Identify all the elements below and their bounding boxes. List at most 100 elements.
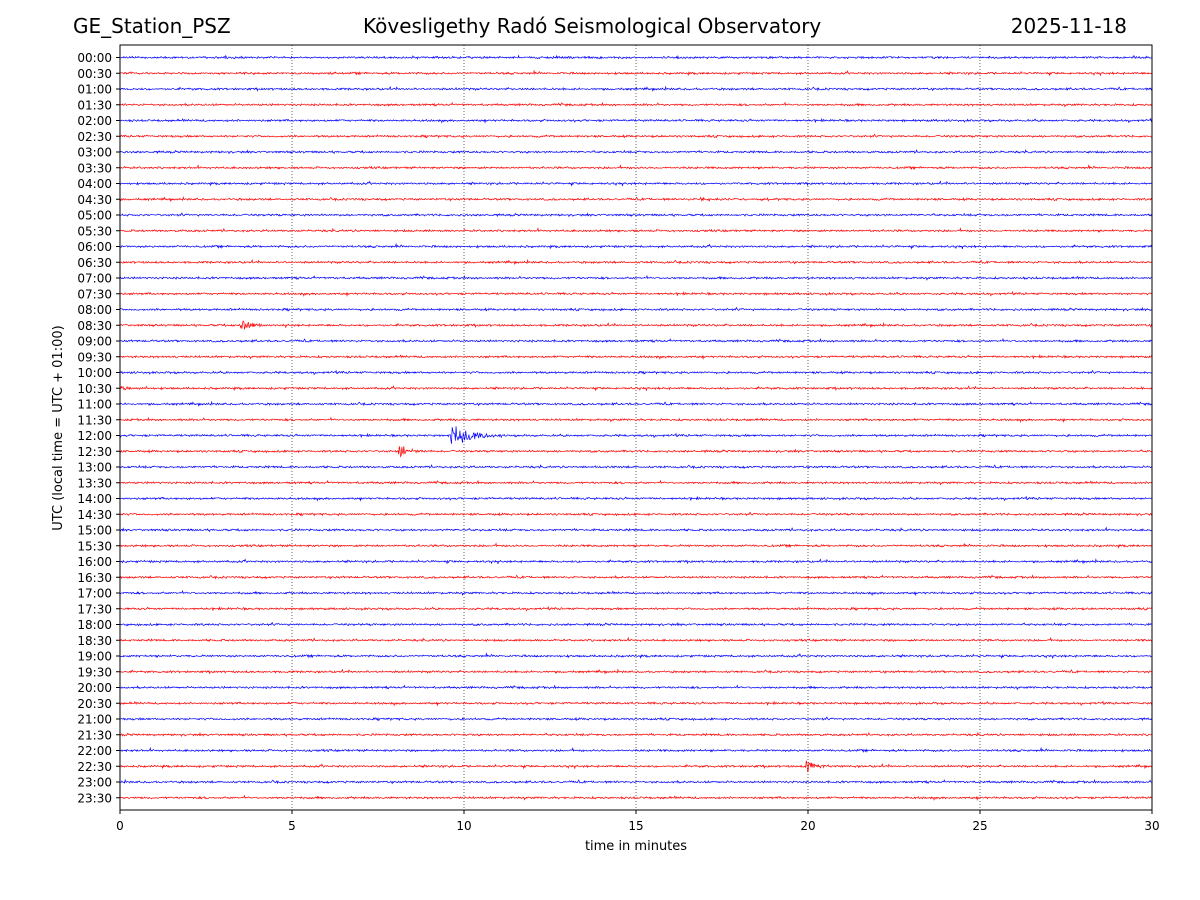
- y-tick-label: 12:30: [77, 445, 112, 459]
- x-tick-label: 10: [456, 819, 471, 833]
- trace-0130: [119, 101, 1153, 108]
- observatory-title: Kövesligethy Radó Seismological Observat…: [363, 14, 822, 38]
- trace-1230: [119, 446, 1153, 458]
- trace-1100: [119, 400, 1153, 407]
- trace-1630: [119, 574, 1153, 580]
- trace-0430: [119, 195, 1153, 203]
- trace-1000: [119, 369, 1153, 376]
- y-tick-label: 04:00: [77, 177, 112, 191]
- trace-2330: [119, 794, 1153, 802]
- x-tick-label: 0: [116, 819, 124, 833]
- trace-2200: [119, 746, 1153, 753]
- y-tick-label: 02:00: [77, 114, 112, 128]
- y-tick-label: 22:00: [77, 744, 112, 758]
- y-tick-label: 00:30: [77, 67, 112, 81]
- trace-1700: [119, 589, 1153, 597]
- trace-0830: [119, 320, 1153, 330]
- trace-1200: [119, 426, 1153, 444]
- y-tick-label: 19:00: [77, 650, 112, 664]
- x-tick-label: 20: [800, 819, 815, 833]
- grid-lines: [291, 45, 981, 810]
- y-tick-label: 15:00: [77, 524, 112, 538]
- y-tick-label: 03:30: [77, 161, 112, 175]
- trace-1730: [119, 605, 1153, 612]
- trace-1800: [119, 621, 1153, 627]
- trace-2100: [119, 716, 1153, 722]
- trace-1430: [119, 511, 1153, 517]
- y-tick-label: 13:00: [77, 461, 112, 475]
- y-tick-label: 18:00: [77, 618, 112, 632]
- y-tick-label: 05:00: [77, 209, 112, 223]
- y-tick-label: 20:30: [77, 697, 112, 711]
- trace-0330: [119, 164, 1153, 171]
- y-tick-label: 15:30: [77, 539, 112, 553]
- trace-1400: [119, 495, 1153, 502]
- trace-2130: [119, 731, 1153, 738]
- y-tick-label: 12:00: [77, 429, 112, 443]
- trace-0630: [119, 258, 1153, 266]
- y-tick-label: 00:00: [77, 51, 112, 65]
- y-tick-label: 07:00: [77, 272, 112, 286]
- trace-0930: [119, 353, 1153, 361]
- trace-0500: [119, 212, 1153, 218]
- y-tick-label: 20:00: [77, 681, 112, 695]
- station-name: GE_Station_PSZ: [73, 14, 231, 38]
- y-tick-label: 01:30: [77, 98, 112, 112]
- trace-0900: [119, 337, 1153, 344]
- trace-0230: [119, 133, 1153, 139]
- y-tick-label: 06:30: [77, 256, 112, 270]
- trace-1300: [119, 464, 1153, 470]
- trace-1130: [119, 416, 1153, 424]
- y-tick-label: 08:30: [77, 319, 112, 333]
- y-tick-label: 11:00: [77, 398, 112, 412]
- y-tick-label: 14:30: [77, 508, 112, 522]
- y-tick-label: 03:00: [77, 146, 112, 160]
- y-tick-label: 01:00: [77, 83, 112, 97]
- y-tick-label: 17:00: [77, 587, 112, 601]
- trace-0730: [120, 290, 1153, 298]
- y-axis-label: UTC (local time = UTC + 01:00): [51, 325, 66, 530]
- y-tick-label: 17:30: [77, 602, 112, 616]
- trace-1030: [119, 385, 1153, 392]
- y-tick-label: 08:00: [77, 303, 112, 317]
- y-tick-label: 09:00: [77, 335, 112, 349]
- trace-1930: [119, 668, 1153, 675]
- y-tick-label: 23:00: [77, 776, 112, 790]
- y-tick-label: 02:30: [77, 130, 112, 144]
- x-tick-label: 15: [628, 819, 643, 833]
- trace-0000: [119, 54, 1153, 60]
- y-tick-label: 14:00: [77, 492, 112, 506]
- trace-0700: [119, 274, 1153, 281]
- trace-0200: [119, 117, 1153, 124]
- trace-2300: [119, 778, 1153, 785]
- plot-date: 2025-11-18: [1010, 14, 1127, 38]
- x-axis-label: time in minutes: [585, 839, 687, 854]
- x-tick-label: 5: [288, 819, 296, 833]
- trace-0300: [119, 149, 1153, 155]
- trace-0100: [119, 85, 1153, 92]
- trace-0030: [119, 69, 1153, 77]
- trace-0600: [119, 242, 1153, 250]
- y-tick-label: 06:00: [77, 240, 112, 254]
- x-tick-label: 25: [972, 819, 987, 833]
- x-tick-label: 30: [1144, 819, 1159, 833]
- y-tick-label: 10:00: [77, 366, 112, 380]
- trace-1900: [119, 652, 1153, 660]
- y-tick-label: 18:30: [77, 634, 112, 648]
- trace-1500: [119, 526, 1153, 533]
- y-tick-label: 19:30: [77, 665, 112, 679]
- y-tick-label: 11:30: [77, 413, 112, 427]
- y-tick-label: 23:30: [77, 791, 112, 805]
- y-tick-label: 05:30: [77, 224, 112, 238]
- y-tick-label: 13:30: [77, 476, 112, 490]
- trace-1600: [119, 558, 1153, 565]
- y-tick-label: 21:00: [77, 713, 112, 727]
- y-tick-label: 16:00: [77, 555, 112, 569]
- y-tick-label: 09:30: [77, 350, 112, 364]
- trace-2000: [119, 684, 1153, 691]
- trace-1830: [119, 636, 1153, 643]
- y-tick-label: 07:30: [77, 287, 112, 301]
- trace-0800: [119, 306, 1153, 312]
